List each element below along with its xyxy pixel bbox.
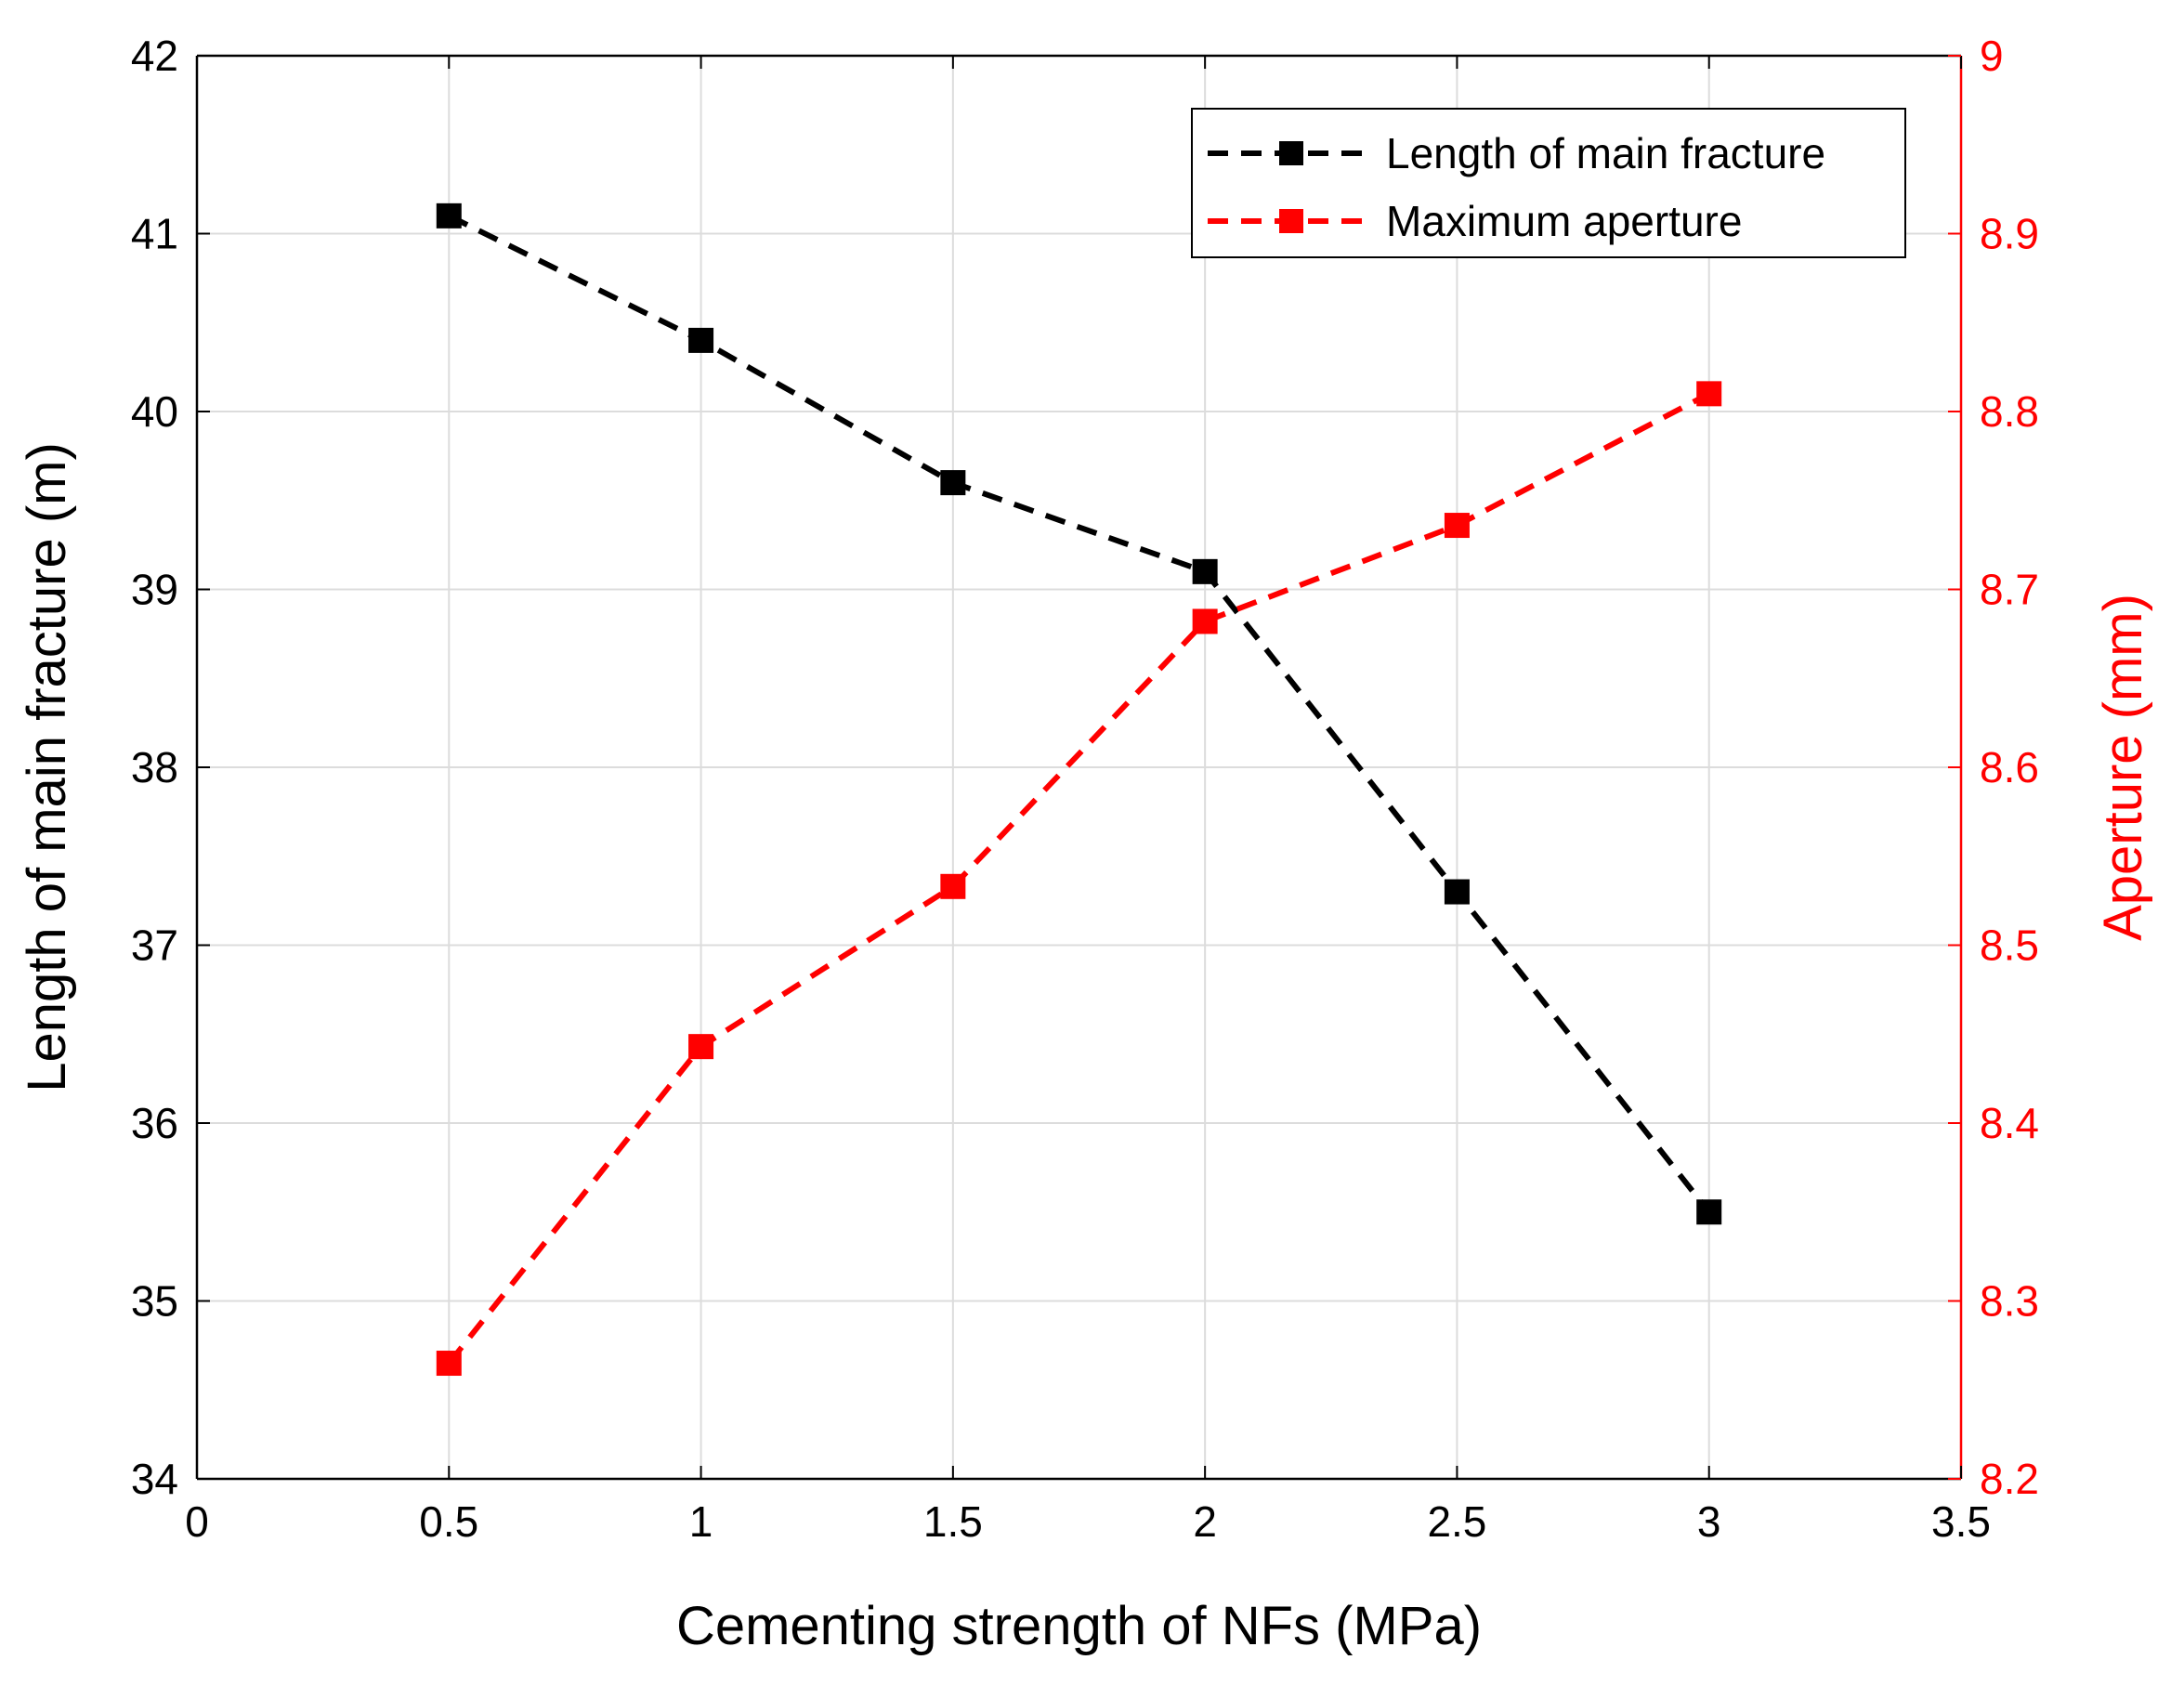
legend-marker-maximum-aperture: [1279, 209, 1303, 233]
left-y-tick-label: 38: [131, 743, 178, 791]
x-tick-label: 0: [185, 1497, 209, 1546]
data-point-length-of-main-fracture: [1696, 1199, 1722, 1225]
legend-label-length-of-main-fracture: Length of main fracture: [1386, 129, 1825, 177]
x-tick-label: 1: [689, 1497, 713, 1546]
right-y-tick-label: 8.3: [1980, 1277, 2039, 1326]
left-y-tick-label: 40: [131, 387, 178, 436]
legend-marker-length-of-main-fracture: [1279, 141, 1303, 165]
axes: [195, 54, 1963, 1481]
x-tick-label: 2: [1193, 1497, 1217, 1546]
right-y-tick-label: 8.8: [1980, 387, 2039, 436]
data-point-length-of-main-fracture: [688, 327, 714, 353]
data-point-maximum-aperture: [1444, 513, 1470, 539]
series-line-maximum-aperture: [446, 391, 1711, 1366]
data-point-length-of-main-fracture: [436, 203, 462, 229]
right-y-tick-label: 8.4: [1980, 1099, 2039, 1147]
x-tick-label: 2.5: [1427, 1497, 1486, 1546]
right-y-tick-label: 8.9: [1980, 210, 2039, 258]
legend-label-maximum-aperture: Maximum aperture: [1386, 197, 1742, 245]
left-y-tick-label: 37: [131, 921, 178, 970]
left-y-tick-label: 41: [131, 210, 178, 258]
data-point-length-of-main-fracture: [1444, 879, 1470, 905]
tick-labels: 0 0.5 1 1.5 2 2.5 3 3.5 34 35 36 37 38 39 40 41 42 8.2 8.3…: [131, 32, 2039, 1546]
x-tick-label: 0.5: [419, 1497, 478, 1546]
left-y-tick-label: 39: [131, 566, 178, 614]
series-layer: [436, 203, 1722, 1377]
x-axis-title: Cementing strength of NFs (MPa): [676, 1596, 1482, 1656]
right-y-tick-label: 8.6: [1980, 743, 2039, 791]
right-y-tick-label: 8.2: [1980, 1455, 2039, 1503]
data-point-maximum-aperture: [940, 873, 966, 899]
left-y-tick-label: 34: [131, 1455, 178, 1503]
left-y-axis-title: Length of main fracture (m): [17, 442, 77, 1092]
right-y-tick-label: 8.7: [1980, 566, 2039, 614]
data-point-maximum-aperture: [688, 1034, 714, 1060]
series-line-length-of-main-fracture: [447, 213, 1712, 1214]
right-y-tick-label: 9: [1980, 32, 2004, 80]
x-tick-label: 3.5: [1931, 1497, 1991, 1546]
legend-box: [1191, 108, 1906, 258]
data-point-maximum-aperture: [436, 1351, 462, 1377]
data-point-maximum-aperture: [1696, 381, 1722, 407]
right-y-tick-label: 8.5: [1980, 921, 2039, 970]
left-y-tick-label: 36: [131, 1099, 178, 1147]
legend: Length of main fracture Maximum aperture: [1191, 108, 1906, 258]
x-tick-label: 3: [1697, 1497, 1721, 1546]
data-point-length-of-main-fracture: [1192, 558, 1218, 584]
left-y-tick-label: 42: [131, 32, 178, 80]
right-y-axis-title: Aperture (mm): [2093, 594, 2153, 941]
left-y-tick-label: 35: [131, 1277, 178, 1326]
data-point-length-of-main-fracture: [940, 470, 966, 496]
x-tick-label: 1.5: [923, 1497, 983, 1546]
data-point-maximum-aperture: [1192, 608, 1218, 634]
